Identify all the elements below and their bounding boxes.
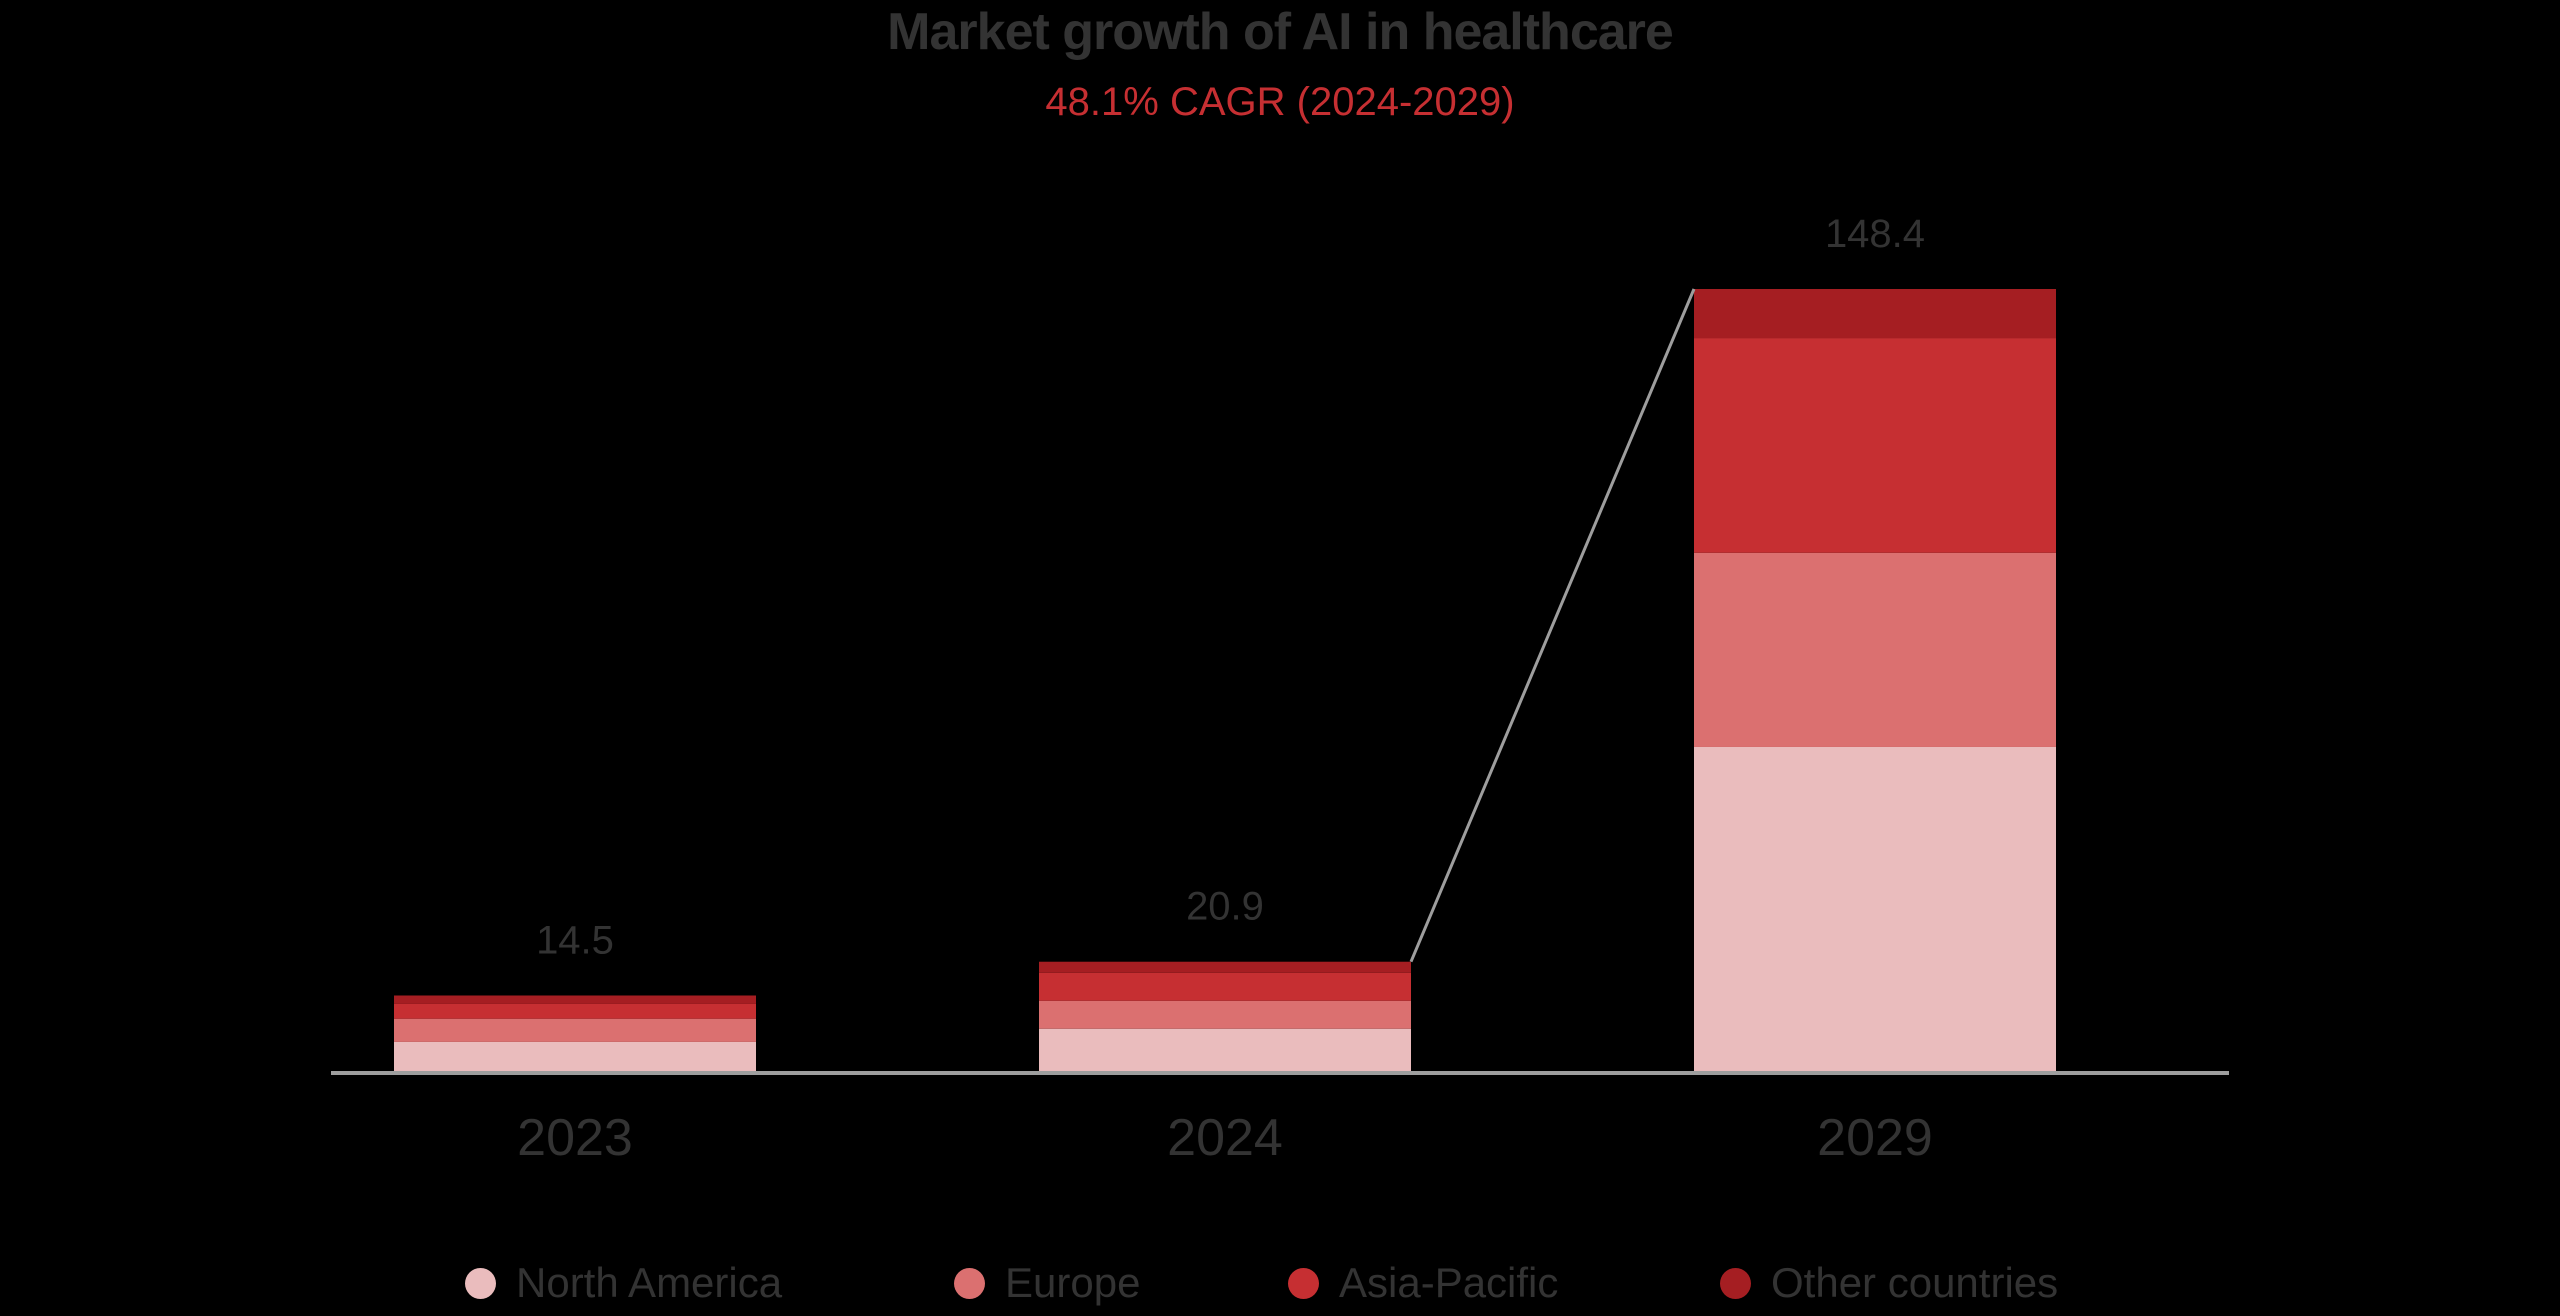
bar-2023 — [394, 995, 756, 1072]
chart-subtitle-cagr: 48.1% CAGR (2024-2029) — [1045, 80, 1515, 124]
bar-segment-europe — [1039, 1000, 1411, 1029]
bar-2024 — [1039, 961, 1411, 1072]
bar-segment-asia-pacific — [1694, 338, 2056, 553]
bar-segment-asia-pacific — [394, 1003, 756, 1019]
legend-item-other-countries: Other countries — [1720, 1255, 2058, 1311]
bar-segment-europe — [394, 1018, 756, 1042]
x-axis-tick-label: 2029 — [1817, 1109, 1933, 1167]
legend-label: North America — [516, 1259, 783, 1306]
x-axis-line — [331, 1071, 2229, 1075]
bar-segment-other-countries — [1039, 961, 1411, 973]
legend-dot-icon — [1288, 1267, 1319, 1299]
bar-segment-north-america — [394, 1041, 756, 1072]
bar-segment-other-countries — [394, 995, 756, 1004]
chart-legend: North America Europe Asia-Pacific Other … — [0, 1255, 2560, 1311]
legend-item-asia-pacific: Asia-Pacific — [1288, 1255, 1558, 1311]
legend-dot-icon — [465, 1267, 496, 1299]
bar-total-label: 20.9 — [1186, 885, 1264, 929]
bar-segment-other-countries — [1694, 289, 2056, 339]
legend-dot-icon — [954, 1267, 985, 1299]
bar-segment-europe — [1694, 552, 2056, 747]
bar-total-label: 148.4 — [1825, 212, 1925, 256]
legend-item-europe: Europe — [954, 1255, 1140, 1311]
bar-segment-asia-pacific — [1039, 972, 1411, 1001]
growth-connector-line — [1409, 288, 1696, 963]
x-axis-tick-label: 2024 — [1167, 1109, 1283, 1167]
x-axis-tick-label: 2023 — [517, 1109, 633, 1167]
legend-item-north-america: North America — [465, 1255, 782, 1311]
legend-label: Other countries — [1771, 1259, 2059, 1306]
bar-total-label: 14.5 — [536, 918, 614, 962]
legend-label: Asia-Pacific — [1339, 1259, 1559, 1306]
bar-segment-north-america — [1039, 1028, 1411, 1072]
legend-label: Europe — [1005, 1259, 1141, 1306]
legend-dot-icon — [1720, 1267, 1751, 1299]
bar-segment-north-america — [1694, 746, 2056, 1072]
bar-2029 — [1694, 289, 2056, 1072]
chart-title: Market growth of AI in healthcare — [887, 3, 1674, 61]
